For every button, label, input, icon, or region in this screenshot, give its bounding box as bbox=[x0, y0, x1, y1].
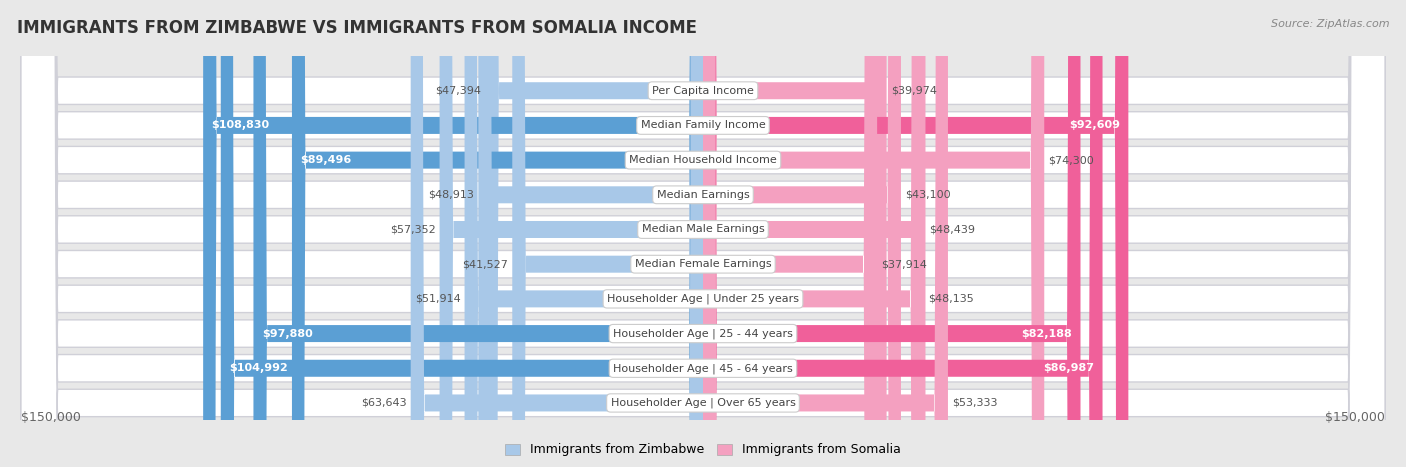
Text: $74,300: $74,300 bbox=[1049, 155, 1094, 165]
Text: $48,439: $48,439 bbox=[929, 225, 976, 234]
Text: Median Male Earnings: Median Male Earnings bbox=[641, 225, 765, 234]
FancyBboxPatch shape bbox=[703, 0, 901, 467]
FancyBboxPatch shape bbox=[703, 0, 1080, 467]
FancyBboxPatch shape bbox=[221, 0, 703, 467]
Text: $43,100: $43,100 bbox=[905, 190, 950, 200]
Text: Source: ZipAtlas.com: Source: ZipAtlas.com bbox=[1271, 19, 1389, 28]
FancyBboxPatch shape bbox=[485, 0, 703, 467]
Text: $48,135: $48,135 bbox=[928, 294, 974, 304]
FancyBboxPatch shape bbox=[478, 0, 703, 467]
Text: $150,000: $150,000 bbox=[1326, 411, 1385, 424]
Text: IMMIGRANTS FROM ZIMBABWE VS IMMIGRANTS FROM SOMALIA INCOME: IMMIGRANTS FROM ZIMBABWE VS IMMIGRANTS F… bbox=[17, 19, 697, 37]
FancyBboxPatch shape bbox=[21, 0, 1385, 467]
FancyBboxPatch shape bbox=[21, 0, 1385, 467]
Text: $63,643: $63,643 bbox=[361, 398, 406, 408]
FancyBboxPatch shape bbox=[703, 0, 1129, 467]
FancyBboxPatch shape bbox=[512, 0, 703, 467]
Text: $92,609: $92,609 bbox=[1069, 120, 1121, 130]
Text: Householder Age | Over 65 years: Householder Age | Over 65 years bbox=[610, 398, 796, 408]
Text: Median Household Income: Median Household Income bbox=[628, 155, 778, 165]
FancyBboxPatch shape bbox=[703, 0, 887, 467]
Text: $37,914: $37,914 bbox=[882, 259, 927, 269]
Text: $39,974: $39,974 bbox=[891, 86, 936, 96]
FancyBboxPatch shape bbox=[464, 0, 703, 467]
FancyBboxPatch shape bbox=[703, 0, 948, 467]
FancyBboxPatch shape bbox=[21, 0, 1385, 467]
FancyBboxPatch shape bbox=[21, 0, 1385, 467]
Text: $41,527: $41,527 bbox=[463, 259, 508, 269]
FancyBboxPatch shape bbox=[202, 0, 703, 467]
FancyBboxPatch shape bbox=[703, 0, 925, 467]
FancyBboxPatch shape bbox=[21, 0, 1385, 467]
FancyBboxPatch shape bbox=[292, 0, 703, 467]
Text: $82,188: $82,188 bbox=[1022, 329, 1073, 339]
Text: Per Capita Income: Per Capita Income bbox=[652, 86, 754, 96]
Text: $150,000: $150,000 bbox=[21, 411, 80, 424]
FancyBboxPatch shape bbox=[21, 0, 1385, 467]
Text: Householder Age | 25 - 44 years: Householder Age | 25 - 44 years bbox=[613, 328, 793, 339]
Text: $51,914: $51,914 bbox=[415, 294, 460, 304]
FancyBboxPatch shape bbox=[703, 0, 877, 467]
Text: Median Earnings: Median Earnings bbox=[657, 190, 749, 200]
Text: $97,880: $97,880 bbox=[262, 329, 312, 339]
FancyBboxPatch shape bbox=[440, 0, 703, 467]
FancyBboxPatch shape bbox=[21, 0, 1385, 467]
Text: $53,333: $53,333 bbox=[952, 398, 998, 408]
Text: Householder Age | Under 25 years: Householder Age | Under 25 years bbox=[607, 294, 799, 304]
Text: $108,830: $108,830 bbox=[211, 120, 270, 130]
FancyBboxPatch shape bbox=[21, 0, 1385, 467]
FancyBboxPatch shape bbox=[703, 0, 1102, 467]
Text: Median Female Earnings: Median Female Earnings bbox=[634, 259, 772, 269]
Text: $48,913: $48,913 bbox=[429, 190, 474, 200]
Text: $47,394: $47,394 bbox=[436, 86, 481, 96]
Text: $89,496: $89,496 bbox=[301, 155, 352, 165]
Text: Householder Age | 45 - 64 years: Householder Age | 45 - 64 years bbox=[613, 363, 793, 374]
Text: $57,352: $57,352 bbox=[389, 225, 436, 234]
Text: $104,992: $104,992 bbox=[229, 363, 288, 373]
FancyBboxPatch shape bbox=[703, 0, 1045, 467]
FancyBboxPatch shape bbox=[253, 0, 703, 467]
FancyBboxPatch shape bbox=[411, 0, 703, 467]
Text: $86,987: $86,987 bbox=[1043, 363, 1094, 373]
Legend: Immigrants from Zimbabwe, Immigrants from Somalia: Immigrants from Zimbabwe, Immigrants fro… bbox=[501, 439, 905, 461]
FancyBboxPatch shape bbox=[703, 0, 924, 467]
Text: Median Family Income: Median Family Income bbox=[641, 120, 765, 130]
FancyBboxPatch shape bbox=[21, 0, 1385, 467]
FancyBboxPatch shape bbox=[21, 0, 1385, 467]
